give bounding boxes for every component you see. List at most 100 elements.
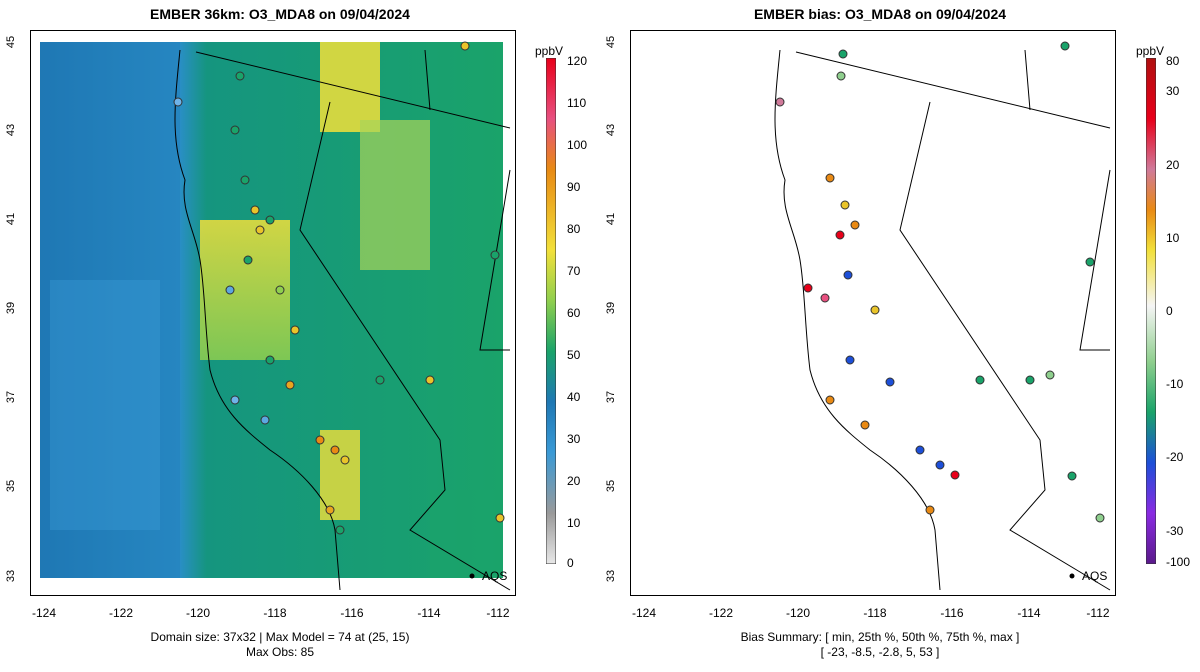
bias-marker[interactable] [885,377,895,387]
bias-marker[interactable] [1060,41,1070,51]
bias-marker[interactable] [843,270,853,280]
x-tick: -118 [263,606,287,620]
x-tick: -120 [185,606,211,620]
obs-marker[interactable] [243,255,253,265]
bias-marker[interactable] [1067,471,1077,481]
bias-marker[interactable] [1085,257,1095,267]
bias-marker[interactable] [870,305,880,315]
y-tick: 41 [605,212,617,226]
obs-marker[interactable] [315,435,325,445]
aqs-legend-dot [1069,573,1075,579]
x-tick: -114 [1017,606,1041,620]
colorbar-tick: 110 [567,96,587,110]
obs-marker[interactable] [235,71,245,81]
colorbar-tick: 80 [1166,54,1180,68]
obs-markers [173,41,505,535]
bias-marker[interactable] [825,395,835,405]
bias-marker[interactable] [820,293,830,303]
y-tick: 33 [5,569,17,583]
y-tick: 37 [5,390,17,404]
ocean-region [40,42,180,578]
bias-marker[interactable] [840,200,850,210]
nevada-high-region [360,120,430,270]
colorbar-tick: 50 [567,348,581,362]
obs-marker[interactable] [495,513,505,523]
x-tick: -112 [486,606,510,620]
obs-marker[interactable] [173,97,183,107]
colorbar-tick: 0 [1166,304,1173,318]
bias-marker[interactable] [1025,375,1035,385]
bias-title: EMBER bias: O3_MDA8 on 09/04/2024 [753,6,1007,22]
bias-marker[interactable] [835,230,845,240]
obs-marker[interactable] [335,525,345,535]
obs-marker[interactable] [275,285,285,295]
colorbar-unit: ppbV [1136,44,1165,58]
bias-marker[interactable] [838,49,848,59]
colorbar-tick: 60 [567,306,581,320]
x-tick: -112 [1086,606,1110,620]
bias-marker[interactable] [915,445,925,455]
bias-colorbar [1146,58,1156,564]
colorbar-tick: 0 [567,556,574,570]
obs-marker[interactable] [265,355,275,365]
y-tick: 35 [605,479,617,493]
obs-marker[interactable] [250,205,260,215]
bias-marker[interactable] [1045,370,1055,380]
model-panel: EMBER 36km: O3_MDA8 on 09/04/2024 [5,6,588,659]
colorbar-tick: -10 [1166,377,1184,391]
bias-marker[interactable] [950,470,960,480]
obs-marker[interactable] [240,175,250,185]
coastline [774,49,941,591]
bias-marker[interactable] [845,355,855,365]
coastline [174,49,341,591]
x-tick: -122 [708,606,734,620]
bias-marker[interactable] [825,173,835,183]
obs-marker[interactable] [255,225,265,235]
obs-marker[interactable] [290,325,300,335]
obs-marker[interactable] [265,215,275,225]
model-map-svg: AQS [40,41,511,591]
bias-map-frame [630,30,1116,596]
obs-marker[interactable] [260,415,270,425]
bias-marker[interactable] [836,71,846,81]
colorbar-tick: 120 [567,54,588,68]
colorbar-tick: 20 [567,474,581,488]
obs-marker[interactable] [460,41,470,51]
aqs-legend-dot [469,573,475,579]
bias-footer-line1: Bias Summary: [ min, 25th %, 50th %, 75t… [740,630,1020,644]
bias-marker[interactable] [1095,513,1105,523]
x-tick: -124 [31,606,57,620]
bias-marker[interactable] [803,283,813,293]
bias-panel: EMBER bias: O3_MDA8 on 09/04/2024 [600,0,1200,672]
bias-marker[interactable] [925,505,935,515]
bias-marker[interactable] [775,97,785,107]
x-tick: -116 [940,606,964,620]
colorbar-tick: 20 [1166,158,1180,172]
aqs-legend-label: AQS [1082,569,1107,583]
obs-marker[interactable] [230,125,240,135]
obs-marker[interactable] [340,455,350,465]
colorbar-tick: 80 [567,222,581,236]
bias-marker[interactable] [935,460,945,470]
y-tick: 43 [5,123,17,137]
obs-marker[interactable] [375,375,385,385]
obs-marker[interactable] [225,285,235,295]
colorbar-tick: 70 [567,264,581,278]
obs-marker[interactable] [285,380,295,390]
model-colorbar [546,58,556,564]
obs-marker[interactable] [325,505,335,515]
bias-marker[interactable] [860,420,870,430]
x-tick: -116 [340,606,364,620]
obs-marker[interactable] [330,445,340,455]
colorbar-tick: -20 [1166,450,1184,464]
aqs-legend-label: AQS [482,569,507,583]
bias-marker[interactable] [850,220,860,230]
obs-marker[interactable] [230,395,240,405]
bias-marker[interactable] [975,375,985,385]
y-tick: 35 [5,479,17,493]
y-tick: 45 [5,35,17,49]
obs-marker[interactable] [490,250,500,260]
y-tick: 33 [605,569,617,583]
colorbar-tick: 30 [1166,84,1180,98]
obs-marker[interactable] [425,375,435,385]
